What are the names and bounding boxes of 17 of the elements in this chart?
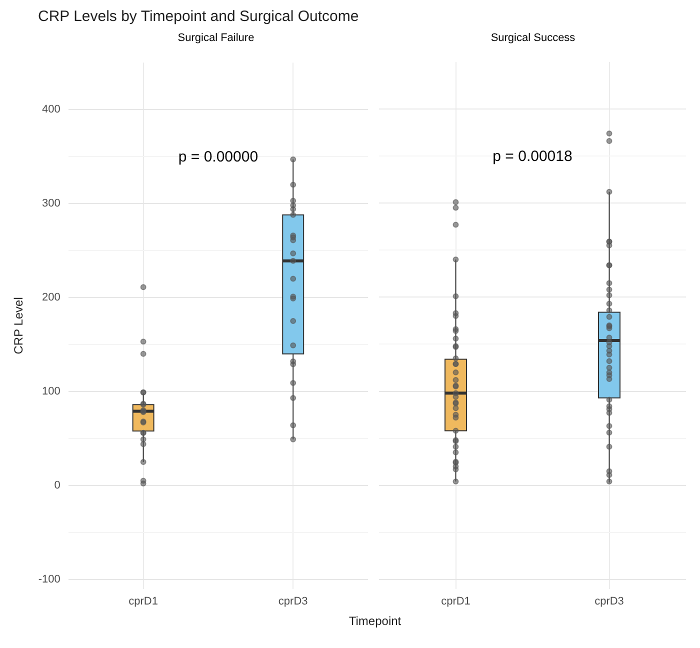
y-tick-label: -100 — [38, 573, 60, 586]
y-tick-label: 0 — [54, 479, 60, 492]
x-tick-label: cprD1 — [441, 595, 470, 608]
x-tick-label: cprD1 — [128, 595, 158, 608]
y-tick-label: 100 — [42, 386, 60, 398]
x-tick-label: cprD3 — [278, 595, 308, 608]
y-tick-label: 200 — [42, 292, 60, 304]
y-tick-label: 300 — [42, 198, 60, 210]
chart-title: CRP Levels by Timepoint and Surgical Outcome — [37, 8, 360, 27]
annotation: p = 0.00000 — [178, 148, 258, 166]
annotation: p = 0.00018 — [492, 148, 572, 165]
chart-subtitle: Surgical Failure — [176, 32, 256, 46]
x-axis-title: Timepoint — [348, 614, 402, 628]
y-axis-title: CRP Level — [12, 297, 26, 354]
chart-subtitle: Surgical Success — [490, 32, 576, 46]
x-tick-label: cprD3 — [594, 595, 624, 608]
y-tick-label: 400 — [42, 104, 60, 116]
